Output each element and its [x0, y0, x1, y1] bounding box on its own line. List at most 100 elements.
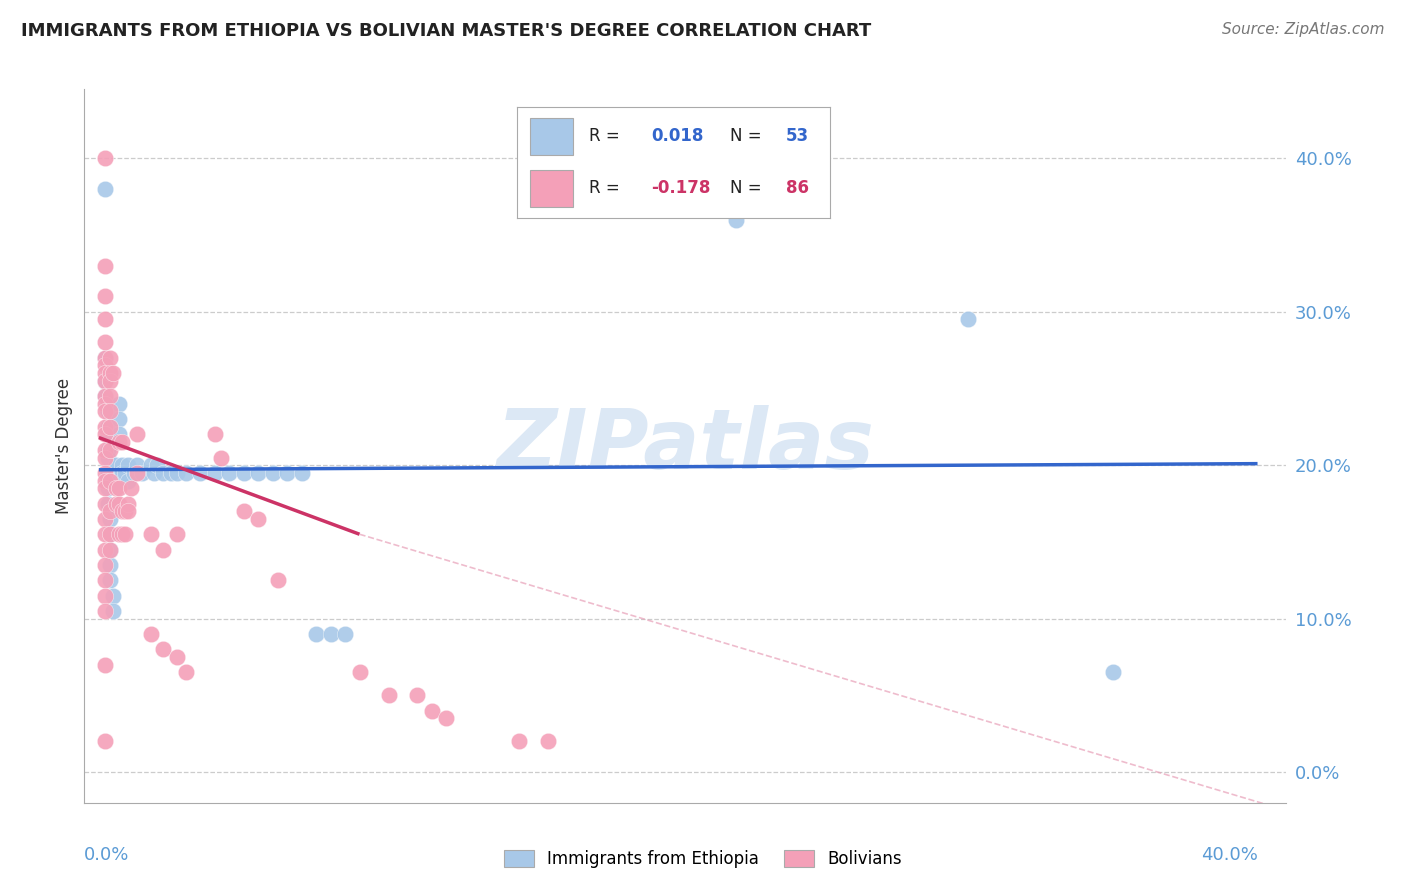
- Point: [105, 458, 128, 473]
- Point: [111, 435, 134, 450]
- Point: [111, 504, 134, 518]
- Point: [108, 497, 131, 511]
- Point: [108, 412, 131, 426]
- Point: [100, 542, 122, 557]
- Point: [93, 351, 115, 365]
- Point: [96, 419, 118, 434]
- Point: [188, 466, 211, 480]
- Point: [100, 419, 122, 434]
- Point: [114, 504, 136, 518]
- Point: [247, 466, 270, 480]
- Point: [108, 397, 131, 411]
- Point: [204, 427, 226, 442]
- Point: [108, 435, 131, 450]
- Point: [103, 604, 125, 618]
- Point: [537, 734, 560, 748]
- Point: [420, 704, 443, 718]
- Point: [93, 527, 115, 541]
- Point: [93, 397, 115, 411]
- Point: [209, 450, 232, 465]
- Point: [100, 474, 122, 488]
- Point: [93, 419, 115, 434]
- Point: [93, 289, 115, 303]
- Point: [100, 404, 122, 418]
- Point: [117, 504, 139, 518]
- Text: 40.0%: 40.0%: [1201, 846, 1257, 863]
- Point: [93, 389, 115, 403]
- Point: [146, 458, 169, 473]
- Point: [100, 574, 122, 588]
- Point: [93, 657, 115, 672]
- Point: [93, 374, 115, 388]
- Point: [96, 404, 118, 418]
- Point: [131, 466, 153, 480]
- Point: [267, 574, 290, 588]
- Point: [114, 466, 136, 480]
- Point: [100, 374, 122, 388]
- Point: [232, 504, 254, 518]
- Point: [100, 527, 122, 541]
- Point: [139, 627, 162, 641]
- Legend: Immigrants from Ethiopia, Bolivians: Immigrants from Ethiopia, Bolivians: [498, 843, 908, 875]
- Point: [120, 481, 142, 495]
- Point: [218, 466, 240, 480]
- Point: [93, 366, 115, 380]
- Point: [105, 481, 128, 495]
- Point: [93, 182, 115, 196]
- Point: [152, 542, 174, 557]
- Point: [100, 389, 122, 403]
- Point: [93, 474, 115, 488]
- Point: [93, 351, 115, 365]
- Point: [103, 589, 125, 603]
- Point: [125, 458, 148, 473]
- Point: [93, 558, 115, 572]
- Point: [152, 642, 174, 657]
- Point: [93, 734, 115, 748]
- Point: [111, 458, 134, 473]
- Point: [122, 466, 145, 480]
- Point: [100, 527, 122, 541]
- Point: [232, 466, 254, 480]
- Point: [204, 466, 226, 480]
- Point: [160, 466, 183, 480]
- Point: [1101, 665, 1123, 680]
- Point: [93, 404, 115, 418]
- Point: [139, 527, 162, 541]
- Point: [166, 650, 188, 665]
- Point: [108, 481, 131, 495]
- Point: [508, 734, 530, 748]
- Point: [93, 442, 115, 457]
- Point: [247, 512, 270, 526]
- Point: [377, 689, 399, 703]
- Point: [436, 711, 458, 725]
- Point: [333, 627, 356, 641]
- Point: [100, 442, 122, 457]
- Point: [166, 466, 188, 480]
- Point: [93, 259, 115, 273]
- Point: [105, 474, 128, 488]
- Point: [100, 504, 122, 518]
- Point: [100, 558, 122, 572]
- Point: [108, 527, 131, 541]
- Point: [100, 366, 122, 380]
- Point: [93, 312, 115, 326]
- Point: [93, 574, 115, 588]
- Point: [96, 442, 118, 457]
- Point: [100, 542, 122, 557]
- Point: [93, 512, 115, 526]
- Point: [93, 481, 115, 495]
- Point: [174, 466, 197, 480]
- Point: [93, 389, 115, 403]
- Point: [305, 627, 328, 641]
- Point: [96, 466, 118, 480]
- Point: [96, 427, 118, 442]
- Point: [349, 665, 371, 680]
- Point: [117, 458, 139, 473]
- Point: [956, 312, 979, 326]
- Point: [111, 466, 134, 480]
- Point: [96, 450, 118, 465]
- Point: [174, 665, 197, 680]
- Point: [96, 481, 118, 495]
- Point: [142, 466, 165, 480]
- Text: Source: ZipAtlas.com: Source: ZipAtlas.com: [1222, 22, 1385, 37]
